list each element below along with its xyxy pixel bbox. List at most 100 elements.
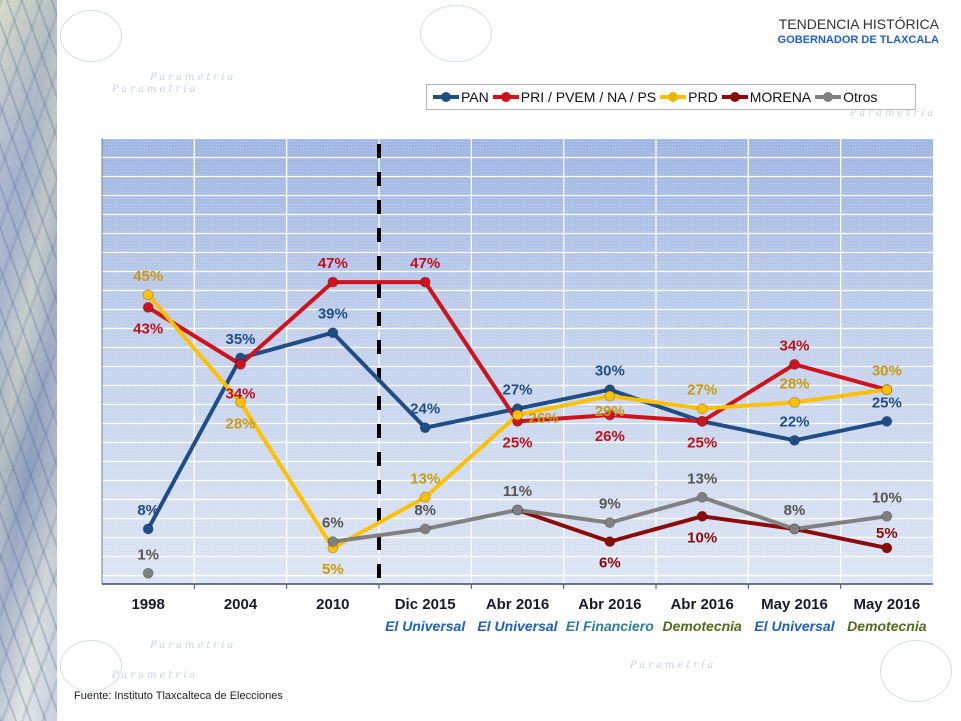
data-label-pan: 39% bbox=[318, 306, 348, 323]
data-point-prd bbox=[696, 403, 708, 415]
legend-label: PRI / PVEM / NA / PS bbox=[520, 89, 657, 105]
legend-item-pan: PAN bbox=[433, 89, 489, 105]
chart-legend: PAN PRI / PVEM / NA / PS PRD MORENA Otro… bbox=[426, 84, 916, 110]
data-label-pri: 47% bbox=[410, 255, 440, 272]
data-label-pan: 35% bbox=[225, 331, 255, 348]
data-point-pan bbox=[142, 523, 154, 535]
data-point-pri bbox=[142, 302, 154, 313]
legend-item-pri: PRI / PVEM / NA / PS bbox=[492, 89, 657, 105]
data-point-pri bbox=[419, 276, 431, 288]
x-source-label: El Financiero bbox=[566, 618, 654, 634]
data-label-pan: 22% bbox=[779, 413, 809, 430]
data-point-morena bbox=[696, 510, 708, 522]
watermark-text: Parametría bbox=[150, 640, 237, 651]
data-point-pan bbox=[789, 434, 800, 446]
data-label-otros: 8% bbox=[784, 502, 806, 519]
data-point-prd bbox=[604, 390, 616, 402]
data-label-otros: 10% bbox=[872, 489, 902, 506]
data-point-otros bbox=[696, 491, 708, 503]
legend-label: Otros bbox=[843, 89, 878, 105]
legend-swatch-pri bbox=[492, 92, 519, 102]
watermark-text: Parametría bbox=[850, 108, 937, 119]
x-source-label: Demotecnia bbox=[847, 618, 927, 634]
legend-swatch-otros bbox=[815, 92, 842, 102]
data-point-morena bbox=[604, 536, 616, 548]
watermark-circle bbox=[60, 10, 122, 62]
data-label-prd: 27% bbox=[687, 382, 717, 399]
data-label-prd: 45% bbox=[133, 268, 163, 285]
x-tick-label: 2010 bbox=[316, 596, 349, 613]
data-point-prd bbox=[142, 289, 154, 301]
decorative-side-artwork bbox=[0, 0, 57, 721]
legend-swatch-morena bbox=[721, 92, 748, 102]
chart-title: TENDENCIA HISTÓRICA bbox=[778, 16, 939, 32]
watermark-text: Parametría bbox=[112, 670, 199, 681]
data-label-pan: 27% bbox=[502, 382, 532, 399]
series-points bbox=[142, 276, 893, 579]
legend-swatch-prd bbox=[660, 92, 687, 102]
data-label-otros: 13% bbox=[687, 470, 717, 487]
data-point-prd bbox=[235, 396, 246, 408]
x-tick-label: Abr 2016 bbox=[578, 596, 641, 613]
data-label-morena: 5% bbox=[876, 525, 898, 542]
data-point-otros bbox=[327, 536, 339, 548]
data-point-prd bbox=[419, 491, 431, 503]
x-tick-label: Dic 2015 bbox=[395, 596, 456, 613]
x-axis-ticks bbox=[193, 584, 842, 589]
data-point-pri bbox=[235, 358, 246, 370]
data-label-pri: 26% bbox=[595, 428, 625, 445]
legend-label: PRD bbox=[688, 89, 718, 105]
data-label-pan: 25% bbox=[872, 394, 902, 411]
data-label-morena: 6% bbox=[599, 555, 621, 572]
data-label-prd: 26% bbox=[528, 410, 558, 427]
legend-item-prd: PRD bbox=[660, 89, 718, 105]
data-point-otros bbox=[512, 504, 523, 516]
watermark-text: Parametría bbox=[150, 72, 237, 83]
x-tick-label: 2004 bbox=[224, 596, 258, 613]
legend-swatch-pan bbox=[433, 92, 459, 102]
data-labels: 8% 35% 39% 24% 27% 30% 22% 25% 43% 34% 47% 47% 25% 26… bbox=[133, 255, 902, 578]
data-label-pan: 24% bbox=[410, 401, 440, 418]
legend-label: PAN bbox=[461, 89, 489, 105]
legend-label: MORENA bbox=[749, 89, 812, 105]
data-point-otros bbox=[789, 523, 800, 535]
legend-item-morena: MORENA bbox=[721, 89, 812, 105]
data-point-pri bbox=[789, 358, 800, 370]
data-point-pri bbox=[696, 415, 708, 427]
data-label-otros: 8% bbox=[414, 502, 436, 519]
data-label-pan: 30% bbox=[595, 363, 625, 380]
data-point-pan bbox=[881, 415, 893, 427]
data-point-otros bbox=[881, 510, 893, 522]
data-point-morena bbox=[881, 542, 893, 554]
x-source-label: Demotecnia bbox=[662, 618, 742, 634]
data-point-prd bbox=[512, 409, 523, 421]
data-label-prd: 13% bbox=[410, 470, 440, 487]
x-tick-label: May 2016 bbox=[761, 596, 828, 613]
data-point-pan bbox=[419, 422, 431, 434]
data-label-prd: 28% bbox=[225, 415, 255, 432]
data-label-prd: 5% bbox=[322, 561, 344, 578]
data-label-prd: 28% bbox=[779, 375, 809, 392]
data-point-otros bbox=[604, 517, 616, 529]
data-label-pan: 8% bbox=[137, 502, 159, 519]
data-point-otros bbox=[419, 523, 431, 535]
data-point-prd bbox=[789, 396, 800, 408]
chart-subtitle: GOBERNADOR DE TLAXCALA bbox=[777, 34, 939, 46]
data-label-pri: 25% bbox=[502, 434, 532, 451]
source-note: Fuente: Instituto Tlaxcalteca de Eleccio… bbox=[74, 690, 283, 702]
data-label-pri: 34% bbox=[779, 337, 809, 354]
plot-texture bbox=[102, 138, 933, 584]
data-point-pri bbox=[327, 276, 339, 288]
x-axis-labels: 1998 2004 2010 Dic 2015 El Universal Abr 2016… bbox=[131, 596, 926, 634]
data-label-morena: 10% bbox=[687, 529, 717, 546]
watermark-text: Parametría bbox=[112, 84, 199, 95]
data-label-otros: 1% bbox=[137, 546, 159, 563]
data-label-prd: 30% bbox=[872, 363, 902, 380]
data-label-pri: 25% bbox=[687, 434, 717, 451]
data-label-pri: 43% bbox=[133, 320, 163, 337]
legend-item-otros: Otros bbox=[815, 89, 877, 105]
x-tick-label: 1998 bbox=[131, 596, 164, 613]
data-point-pan bbox=[327, 327, 339, 339]
data-label-otros: 9% bbox=[599, 496, 621, 513]
